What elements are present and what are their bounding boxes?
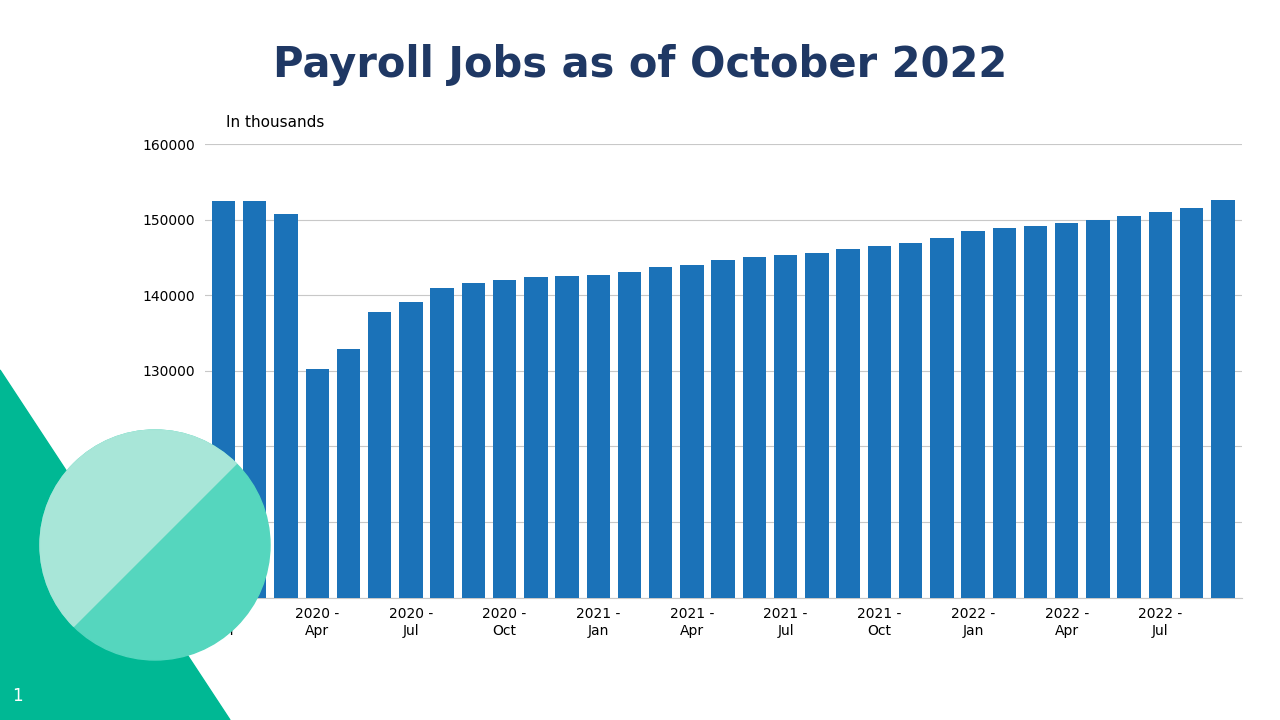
Bar <box>992 228 1016 720</box>
Bar <box>774 256 797 720</box>
Text: Payroll Jobs as of October 2022: Payroll Jobs as of October 2022 <box>273 44 1007 86</box>
Bar <box>211 201 236 720</box>
Bar <box>742 257 767 720</box>
Bar <box>306 369 329 720</box>
Bar <box>1211 200 1235 720</box>
Bar <box>399 302 422 720</box>
Circle shape <box>40 430 270 660</box>
Bar <box>430 289 454 720</box>
Bar <box>680 265 704 720</box>
Polygon shape <box>0 370 230 720</box>
Bar <box>524 277 548 720</box>
Wedge shape <box>40 430 237 626</box>
Text: 1: 1 <box>12 687 23 705</box>
Bar <box>649 266 672 720</box>
Bar <box>805 253 828 720</box>
Bar <box>493 280 516 720</box>
Text: In thousands: In thousands <box>225 115 324 130</box>
Bar <box>243 201 266 720</box>
Bar <box>1148 212 1172 720</box>
Bar <box>367 312 392 720</box>
Bar <box>618 272 641 720</box>
Bar <box>961 231 984 720</box>
Bar <box>1087 220 1110 720</box>
Bar <box>1180 208 1203 720</box>
Bar <box>868 246 891 720</box>
Bar <box>462 282 485 720</box>
Bar <box>931 238 954 720</box>
Bar <box>337 349 360 720</box>
Bar <box>1024 226 1047 720</box>
Bar <box>586 274 611 720</box>
Bar <box>899 243 923 720</box>
Bar <box>556 276 579 720</box>
Bar <box>836 249 860 720</box>
Bar <box>1117 216 1140 720</box>
Bar <box>712 260 735 720</box>
Bar <box>1055 223 1079 720</box>
Bar <box>274 214 298 720</box>
